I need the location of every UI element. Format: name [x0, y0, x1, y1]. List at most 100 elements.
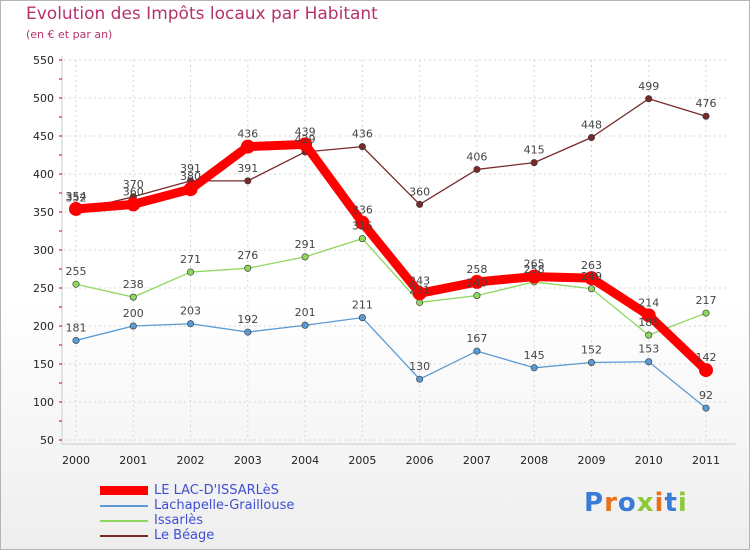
data-point [412, 286, 427, 301]
x-tick-label: 2009 [577, 454, 605, 467]
y-tick-label: 400 [33, 168, 54, 181]
x-tick-label: 2008 [520, 454, 548, 467]
data-point [358, 143, 366, 151]
data-point [298, 137, 313, 152]
data-label: 429 [295, 133, 316, 146]
y-tick-label: 50 [40, 434, 54, 447]
y-tick-label: 450 [33, 130, 54, 143]
data-label: 214 [638, 296, 659, 309]
data-point [244, 264, 252, 272]
data-label: 263 [581, 259, 602, 272]
data-label: 145 [524, 349, 545, 362]
data-label: 92 [699, 389, 713, 402]
y-tick-label: 200 [33, 320, 54, 333]
data-point [240, 139, 255, 154]
data-label: 354 [66, 190, 87, 203]
data-point [183, 182, 198, 197]
chart-title: Evolution des Impôts locaux par Habitant [26, 4, 378, 24]
data-point [129, 293, 137, 301]
x-tick-label: 2003 [234, 454, 262, 467]
data-label: 130 [409, 360, 430, 373]
data-point [187, 320, 195, 328]
data-point [72, 336, 80, 344]
data-label: 360 [409, 185, 430, 198]
series-layer [69, 95, 713, 412]
data-label: 258 [524, 263, 545, 276]
data-label: 448 [581, 119, 602, 132]
data-point [699, 363, 713, 378]
y-tick-label: 550 [33, 54, 54, 67]
legend-label: Issarlès [154, 513, 204, 528]
data-point [358, 314, 366, 322]
data-point [355, 215, 370, 230]
series-line [75, 237, 707, 336]
x-tick-label: 2001 [119, 454, 147, 467]
data-label: 211 [352, 299, 373, 312]
data-label: 439 [295, 125, 316, 138]
data-label: 238 [123, 278, 144, 291]
data-label: 200 [123, 307, 144, 320]
data-point [702, 404, 710, 412]
series-line [75, 316, 707, 409]
data-label: 217 [696, 294, 717, 307]
data-label: 249 [581, 270, 602, 283]
data-point [72, 280, 80, 288]
legend-swatch [100, 535, 148, 537]
data-label: 265 [524, 258, 545, 271]
data-label: 370 [123, 178, 144, 191]
data-label: 152 [581, 343, 602, 356]
data-label: 255 [66, 265, 87, 278]
data-point [645, 95, 653, 103]
data-point [469, 274, 484, 289]
data-label: 415 [524, 144, 545, 157]
data-label: 271 [180, 253, 201, 266]
data-point [645, 331, 653, 339]
data-point [244, 328, 252, 336]
series-line [71, 139, 711, 375]
data-label: 499 [638, 80, 659, 93]
data-label: 291 [295, 238, 316, 251]
data-point [584, 271, 599, 286]
data-label: 181 [66, 321, 87, 334]
y-tick-label: 500 [33, 92, 54, 105]
series-line [75, 98, 707, 212]
data-label: 391 [237, 162, 258, 175]
data-point [187, 268, 195, 276]
grid [64, 59, 726, 441]
data-label: 315 [352, 220, 373, 233]
legend-swatch [100, 520, 148, 522]
data-point [358, 235, 366, 243]
x-tick-label: 2000 [62, 454, 90, 467]
data-label: 142 [696, 351, 717, 364]
data-point [301, 253, 309, 261]
data-label: 352 [66, 191, 87, 204]
data-point [129, 322, 137, 330]
y-tick-label: 300 [33, 244, 54, 257]
labels-layer: 352 370 391 391 429 436 360 406 415 448 499 476 255 2… [66, 80, 717, 402]
data-label: 201 [295, 306, 316, 319]
x-tick-label: 2004 [291, 454, 319, 467]
data-point [301, 321, 309, 329]
y-tick-label: 250 [33, 282, 54, 295]
data-label: 476 [696, 97, 717, 110]
x-tick-label: 2005 [348, 454, 376, 467]
data-label: 380 [180, 170, 201, 183]
data-label: 360 [123, 185, 144, 198]
data-label: 167 [466, 332, 487, 345]
data-label: 436 [237, 128, 258, 141]
chart-subtitle: (en € et par an) [26, 28, 113, 41]
data-label: 336 [352, 204, 373, 217]
data-label: 153 [638, 343, 659, 356]
data-label: 276 [237, 249, 258, 262]
data-label: 258 [466, 263, 487, 276]
data-point [702, 112, 710, 120]
data-label: 203 [180, 305, 201, 318]
data-point [587, 358, 595, 366]
data-point [416, 200, 424, 208]
y-tick-label: 150 [33, 358, 54, 371]
data-label: 243 [409, 274, 430, 287]
y-tick-label: 350 [33, 206, 54, 219]
data-point [641, 308, 656, 323]
